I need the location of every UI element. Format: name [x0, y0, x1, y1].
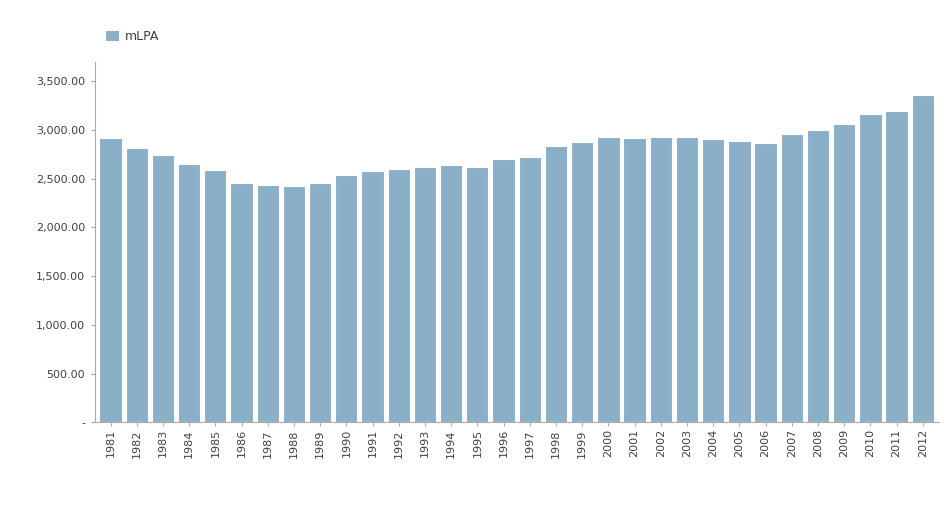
- Bar: [388, 169, 410, 422]
- Bar: [649, 137, 672, 422]
- Legend: mLPA: mLPA: [101, 25, 164, 48]
- Bar: [466, 167, 488, 422]
- Bar: [624, 138, 646, 422]
- Bar: [676, 137, 698, 422]
- Bar: [492, 159, 515, 422]
- Bar: [728, 141, 751, 422]
- Bar: [702, 139, 724, 422]
- Bar: [885, 111, 908, 422]
- Bar: [283, 185, 305, 422]
- Bar: [571, 142, 593, 422]
- Bar: [125, 148, 148, 422]
- Bar: [204, 170, 227, 422]
- Bar: [440, 165, 463, 422]
- Bar: [257, 185, 279, 422]
- Bar: [414, 167, 436, 422]
- Bar: [833, 124, 855, 422]
- Bar: [152, 156, 174, 422]
- Bar: [755, 143, 776, 422]
- Bar: [597, 137, 619, 422]
- Bar: [336, 175, 357, 422]
- Bar: [912, 95, 934, 422]
- Bar: [807, 130, 830, 422]
- Bar: [230, 183, 253, 422]
- Bar: [100, 138, 121, 422]
- Bar: [178, 164, 200, 422]
- Bar: [545, 146, 567, 422]
- Bar: [859, 114, 882, 422]
- Bar: [361, 171, 384, 422]
- Bar: [780, 134, 803, 422]
- Bar: [519, 157, 541, 422]
- Bar: [309, 183, 331, 422]
